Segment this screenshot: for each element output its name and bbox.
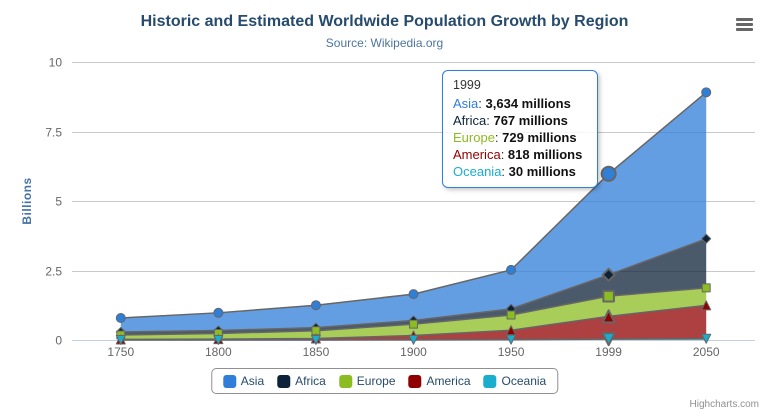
- marker-europe-1850[interactable]: [311, 326, 321, 336]
- y-axis-label-10: 10: [49, 56, 63, 70]
- marker-oceania-1850[interactable]: [310, 334, 321, 345]
- x-axis-label-1800: 1800: [205, 345, 232, 359]
- credits-link[interactable]: Highcharts.com: [689, 399, 759, 410]
- marker-oceania-1900[interactable]: [408, 334, 419, 345]
- area-asia[interactable]: [120, 92, 707, 332]
- x-axis-label-1950: 1950: [498, 345, 525, 359]
- x-axis-label-1850: 1850: [303, 345, 330, 359]
- marker-africa-1999[interactable]: [601, 267, 616, 282]
- y-axis-label-5: 5: [55, 195, 62, 209]
- marker-asia-2050[interactable]: [701, 87, 712, 98]
- legend-item-africa[interactable]: Africa: [277, 374, 326, 388]
- marker-oceania-1800[interactable]: [213, 334, 224, 345]
- legend-item-oceania[interactable]: Oceania: [483, 374, 547, 388]
- hamburger-icon: [736, 17, 754, 31]
- marker-oceania-1950[interactable]: [506, 334, 517, 345]
- legend-swatch-america: [408, 374, 422, 388]
- chart-title: Historic and Estimated Worldwide Populat…: [140, 13, 629, 30]
- y-axis-label-7.5: 7.5: [45, 126, 62, 140]
- x-axis-label-1900: 1900: [400, 345, 427, 359]
- area-africa[interactable]: [120, 238, 707, 335]
- marker-europe-1950[interactable]: [506, 310, 516, 320]
- legend-label: Oceania: [501, 374, 547, 388]
- y-axis-label-2.5: 2.5: [45, 265, 62, 279]
- marker-oceania-1999[interactable]: [601, 332, 616, 347]
- legend-item-asia[interactable]: Asia: [222, 374, 265, 388]
- marker-europe-1900[interactable]: [409, 319, 418, 329]
- legend-label: Asia: [240, 374, 265, 388]
- legend-item-europe[interactable]: Europe: [338, 374, 396, 388]
- marker-america-1999[interactable]: [601, 309, 616, 324]
- y-axis-label-0: 0: [55, 334, 62, 348]
- x-axis-label-1999: 1999: [595, 345, 622, 359]
- marker-oceania-1750[interactable]: [115, 334, 126, 345]
- legend-label: Europe: [356, 374, 396, 388]
- marker-europe-1999[interactable]: [602, 289, 615, 303]
- x-axis-label-1750: 1750: [107, 345, 134, 359]
- marker-asia-1800[interactable]: [213, 307, 224, 318]
- legend-swatch-oceania: [483, 374, 497, 388]
- marker-asia-1750[interactable]: [115, 313, 126, 324]
- marker-asia-1900[interactable]: [408, 289, 419, 300]
- legend: Asia Africa Europe America Oceania: [210, 368, 559, 394]
- marker-europe-2050[interactable]: [701, 283, 711, 293]
- x-axis-label-2050: 2050: [693, 345, 720, 359]
- legend-swatch-asia: [222, 374, 236, 388]
- marker-america-2050[interactable]: [701, 300, 712, 311]
- area-america[interactable]: [120, 305, 707, 340]
- marker-asia-1850[interactable]: [310, 300, 321, 311]
- marker-oceania-2050[interactable]: [701, 333, 712, 344]
- legend-label: America: [426, 374, 471, 388]
- marker-asia-1999[interactable]: [600, 165, 617, 182]
- chart-subtitle: Source: Wikipedia.org: [325, 36, 444, 50]
- legend-swatch-europe: [338, 374, 352, 388]
- marker-africa-2050[interactable]: [701, 233, 712, 244]
- marker-asia-1950[interactable]: [506, 264, 517, 275]
- legend-label: Africa: [295, 374, 326, 388]
- legend-swatch-africa: [277, 374, 291, 388]
- legend-item-america[interactable]: America: [408, 374, 471, 388]
- context-menu-button[interactable]: [734, 15, 756, 33]
